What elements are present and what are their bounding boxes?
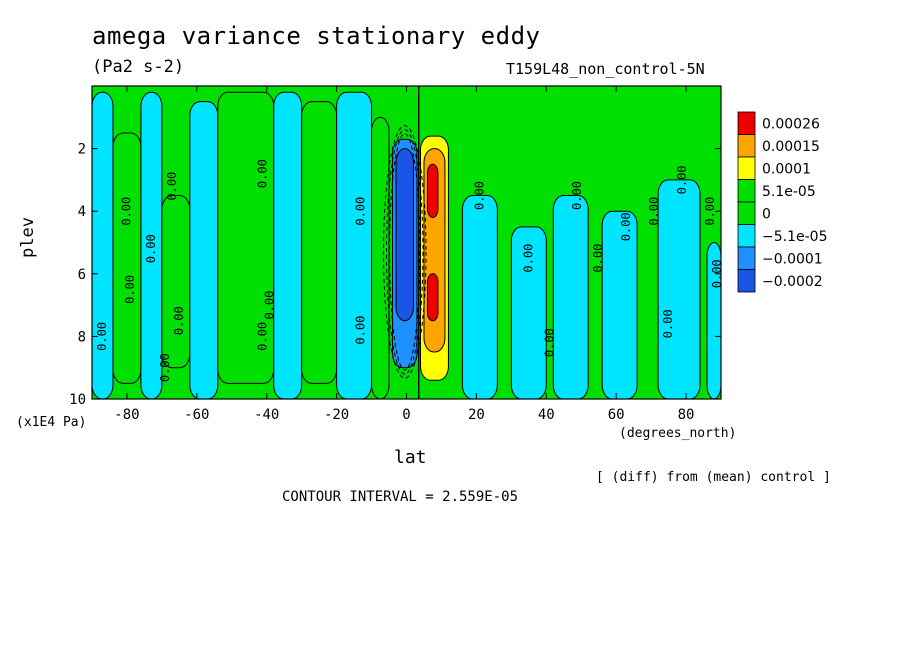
y-tick-label: 10 xyxy=(69,392,86,408)
x-tick-label: -80 xyxy=(114,407,139,423)
contour-label: 0.00 xyxy=(703,197,717,226)
contour-label: 0.00 xyxy=(263,291,277,320)
contour-label: 0.00 xyxy=(661,309,675,338)
contour-region-14 xyxy=(426,163,439,218)
legend-swatch xyxy=(737,201,756,225)
legend-swatch xyxy=(737,269,756,293)
contour-region-20 xyxy=(657,179,701,400)
negative-contour-3 xyxy=(383,125,427,379)
contour-region-4 xyxy=(189,101,219,400)
contour-label: 0.00 xyxy=(542,328,556,357)
x-tick-label: 40 xyxy=(538,407,555,423)
legend-label: 0 xyxy=(762,206,771,222)
contour-region-3 xyxy=(161,195,191,369)
contour-label: 0.00 xyxy=(172,306,186,335)
legend-swatch xyxy=(737,179,756,203)
x-tick-label: 20 xyxy=(468,407,485,423)
contour-label: 0.00 xyxy=(647,197,661,226)
legend-swatch xyxy=(737,111,756,135)
legend-label: −5.1e-05 xyxy=(762,229,827,245)
x-tick-label: 80 xyxy=(678,407,695,423)
contour-label: 0.00 xyxy=(619,212,633,241)
contour-region-1 xyxy=(112,132,142,384)
x-tick-label: -40 xyxy=(254,407,279,423)
contour-region-7 xyxy=(301,101,338,384)
legend-swatch xyxy=(737,224,756,248)
contour-label: 0.00 xyxy=(354,197,368,226)
legend-label: −0.0002 xyxy=(762,274,823,290)
legend-label: 0.00015 xyxy=(762,139,820,155)
contour-region-18 xyxy=(552,195,589,400)
y-tick-label: 8 xyxy=(78,329,86,345)
contour-label: 0.00 xyxy=(256,322,270,351)
contour-label: 0.00 xyxy=(256,159,270,188)
x-axis-units: (degrees_north) xyxy=(619,426,737,441)
y-tick-label: 4 xyxy=(78,204,86,220)
run-id: T159L48_non_control-5N xyxy=(506,60,705,78)
negative-contour-1 xyxy=(389,133,421,371)
negative-contour-2 xyxy=(386,129,424,375)
legend-label: −0.0001 xyxy=(762,251,823,267)
contour-interval: CONTOUR INTERVAL = 2.559E-05 xyxy=(282,489,519,505)
x-tick-label: 0 xyxy=(402,407,410,423)
contour-label: 0.00 xyxy=(675,165,689,194)
contour-region-11 xyxy=(395,148,414,322)
contour-region-0 xyxy=(91,91,114,400)
legend-swatch xyxy=(737,156,756,180)
contour-region-6 xyxy=(273,91,303,400)
contour-region-15 xyxy=(426,273,439,322)
chart-title: amega variance stationary eddy xyxy=(92,22,541,50)
contour-label: 0.00 xyxy=(123,275,137,304)
legend-label: 5.1e-05 xyxy=(762,184,816,200)
contour-label: 0.00 xyxy=(158,353,172,382)
contour-region-16 xyxy=(461,195,498,400)
contour-label: 0.00 xyxy=(119,197,133,226)
y-tick-label: 2 xyxy=(78,142,86,158)
x-tick-label: 60 xyxy=(608,407,625,423)
y-axis-units: (x1E4 Pa) xyxy=(16,415,87,430)
contour-label: 0.00 xyxy=(354,316,368,345)
contour-label: 0.00 xyxy=(591,244,605,273)
y-tick-label: 6 xyxy=(78,267,86,283)
contour-region-8 xyxy=(336,91,373,400)
chart-units: (Pa2 s-2) xyxy=(92,57,185,77)
x-axis-label: lat xyxy=(394,447,427,468)
legend-label: 0.00026 xyxy=(762,116,820,132)
contour-label: 0.00 xyxy=(472,181,486,210)
contour-label: 0.00 xyxy=(144,234,158,263)
legend-swatch xyxy=(737,134,756,158)
contour-label: 0.00 xyxy=(95,322,109,351)
contour-label: 0.00 xyxy=(570,181,584,210)
legend-swatch xyxy=(737,246,756,270)
diff-note: [ (diff) from (mean) control ] xyxy=(596,470,831,485)
x-tick-label: -20 xyxy=(324,407,349,423)
contour-label: 0.00 xyxy=(521,244,535,273)
legend-label: 0.0001 xyxy=(762,161,811,177)
x-tick-label: -60 xyxy=(184,407,209,423)
contour-label: 0.00 xyxy=(165,172,179,201)
